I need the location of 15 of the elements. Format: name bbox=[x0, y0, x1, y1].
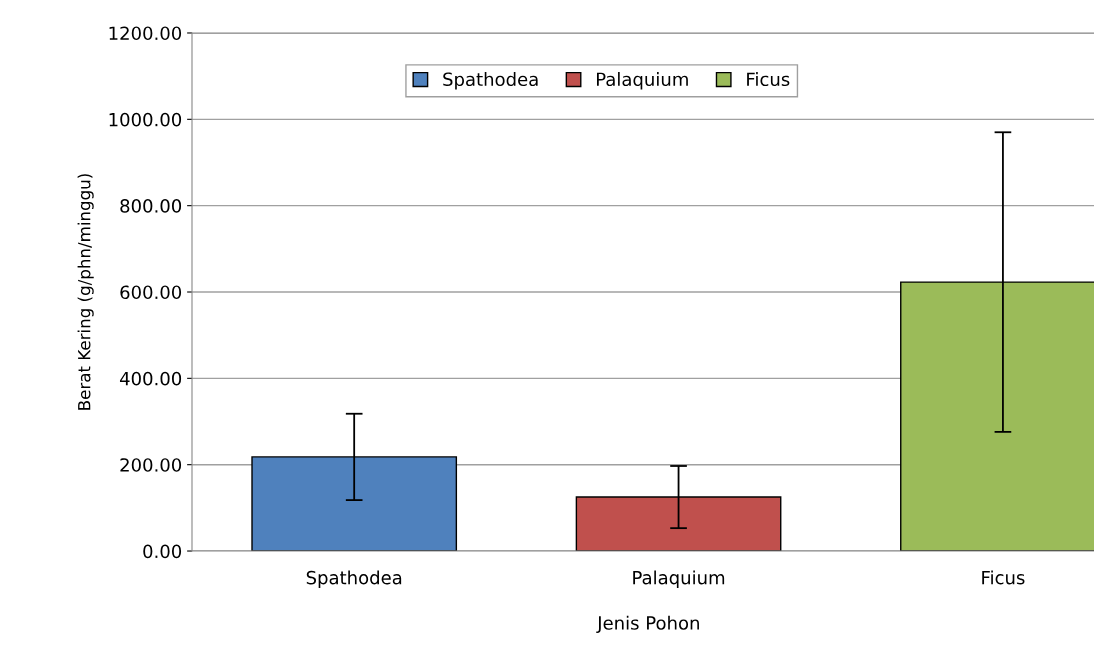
x-tick-label: Ficus bbox=[982, 570, 1025, 585]
y-tick-label: 400.00 bbox=[119, 371, 182, 386]
y-tick-label: 200.00 bbox=[120, 458, 182, 472]
x-tick-label: Spathodea bbox=[306, 570, 402, 588]
x-tick-label: Palaquium bbox=[633, 570, 725, 588]
legend-label: Ficus bbox=[747, 72, 790, 87]
y-tick-label: 600.00 bbox=[120, 285, 182, 300]
y-tick-label: 1200.00 bbox=[109, 26, 182, 41]
legend-label: Palaquium bbox=[596, 72, 688, 90]
y-tick-label: 800.00 bbox=[120, 199, 182, 213]
y-axis-title: Berat Kering (g/phn/minggu) bbox=[77, 174, 94, 410]
legend-label: Spathodea bbox=[443, 72, 538, 90]
y-tick-label: 1000.00 bbox=[109, 112, 182, 127]
x-axis-title: Jenis Pohon bbox=[596, 615, 699, 634]
y-tick-label: 0.00 bbox=[143, 544, 182, 559]
